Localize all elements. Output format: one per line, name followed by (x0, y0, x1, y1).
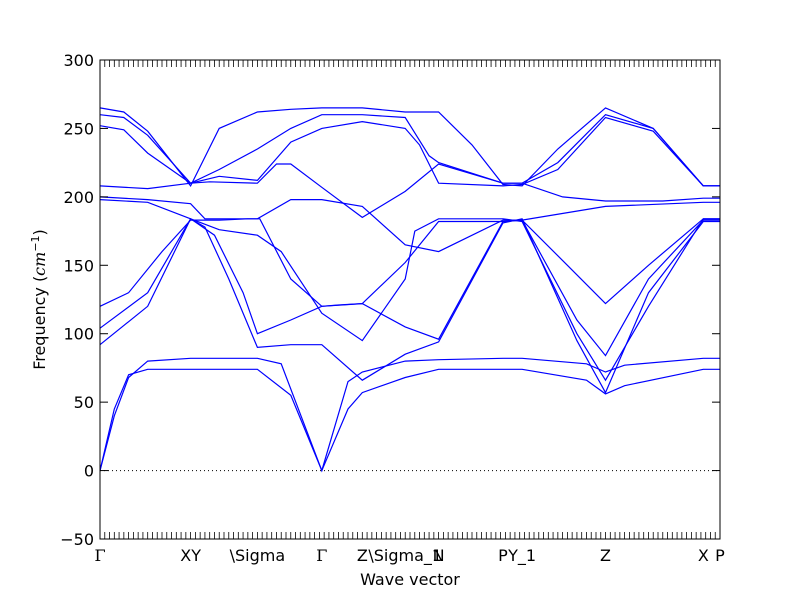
x-tick-label-8: P (498, 546, 508, 565)
band-line-10 (99, 114, 720, 187)
x-tick-label-9: Y_1 (507, 546, 536, 566)
band-line-6 (99, 199, 720, 382)
y-axis-label-close: ) (30, 229, 49, 235)
band-line-5 (99, 218, 720, 307)
band-line-2 (99, 357, 720, 473)
band-line-11 (99, 107, 720, 188)
x-tick-label-3: \Sigma (230, 546, 286, 565)
y-tick-label: 200 (63, 188, 94, 207)
y-tick-label: 150 (63, 256, 94, 275)
y-axis-label: Frequency (cm−1) (29, 229, 50, 370)
y-tick-label: 50 (74, 393, 94, 412)
y-axis-label-unit: cm (30, 252, 49, 276)
series-lines (99, 107, 720, 473)
plot-frame (99, 59, 721, 540)
y-tick-label: 0 (84, 462, 94, 481)
x-tick-label-4: Γ (316, 546, 327, 565)
band-line-7 (99, 196, 720, 253)
y-tick-label: 100 (63, 325, 94, 344)
band-line-3 (99, 217, 720, 394)
band-line-8 (99, 163, 720, 219)
y-tick-label: 300 (63, 51, 94, 70)
x-tick-label-1: Γ (94, 546, 105, 565)
x-tick-label-2: XY (180, 546, 201, 565)
y-axis-label-text: Frequency ( (30, 276, 49, 370)
x-tick-label-7: N (433, 546, 445, 565)
y-ticks: −50 0 50 100 150 200 250 300 (60, 51, 720, 549)
x-tick-label-6: \Sigma_1 (368, 546, 442, 566)
band-line-1 (99, 368, 720, 473)
y-axis-label-exponent: −1 (29, 235, 42, 251)
x-tick-label-11: X (698, 546, 709, 565)
x-tick-label-12: P (715, 546, 725, 565)
band-line-9 (99, 116, 720, 187)
band-line-4 (99, 217, 720, 357)
x-axis-label: Wave vector (360, 570, 460, 589)
y-tick-label: 250 (63, 119, 94, 138)
x-tick-label-10: Z (600, 546, 611, 565)
y-tick-label: −50 (60, 530, 94, 549)
x-tick-label-5: Z (357, 546, 368, 565)
x-ticks: Γ XY \Sigma Γ Z \Sigma_1N P Y_1 Z X P (94, 60, 725, 566)
